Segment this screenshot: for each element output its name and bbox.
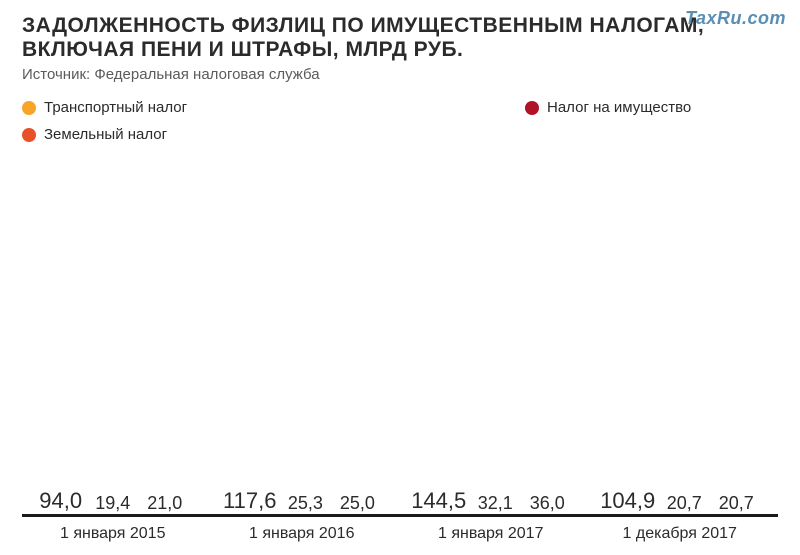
source-line: Источник: Федеральная налоговая служба (0, 64, 800, 93)
legend-swatch (22, 101, 36, 115)
bar-chart: 94,0 19,4 21,0 117,6 25,3 25,0 144,5 32,1 36,0 10… (22, 178, 778, 517)
bar-value-label: 19,4 (95, 493, 130, 514)
bar-wrap: 104,9 (600, 488, 655, 517)
legend: Транспортный налог Земельный налог Налог … (0, 93, 800, 147)
legend-label: Транспортный налог (44, 99, 187, 116)
bar-value-label: 21,0 (147, 493, 182, 514)
bar-value-label: 117,6 (223, 488, 276, 514)
bar-wrap: 94,0 (38, 488, 84, 517)
legend-col-2: Налог на имущество (525, 99, 691, 143)
bar-group: 144,532,136,0 (416, 178, 566, 517)
x-axis-label: 1 января 2017 (438, 525, 543, 543)
bar-value-label: 25,0 (340, 493, 375, 514)
legend-item: Налог на имущество (525, 99, 691, 116)
x-axis-label: 1 января 2016 (249, 525, 354, 543)
bar-value-label: 144,5 (411, 488, 466, 514)
bar-group: 117,625,325,0 (227, 178, 377, 517)
bar-wrap: 117,6 (223, 488, 276, 517)
bar-value-label: 25,3 (288, 493, 323, 514)
bar-value-label: 32,1 (478, 493, 513, 514)
legend-swatch (22, 128, 36, 142)
legend-label: Налог на имущество (547, 99, 691, 116)
x-axis-labels: 1 января 2015 1 января 2016 1 января 2017 1… (22, 525, 778, 547)
bar-wrap: 144,5 (411, 488, 466, 517)
bar-group: 104,920,720,7 (605, 178, 755, 517)
bar-value-label: 104,9 (600, 488, 655, 514)
bar-value-label: 36,0 (530, 493, 565, 514)
watermark: TaxRu.com (685, 8, 786, 29)
x-axis-baseline (22, 514, 778, 517)
legend-item: Транспортный налог (22, 99, 312, 116)
bar-value-label: 94,0 (39, 488, 82, 514)
bar-value-label: 20,7 (719, 493, 754, 514)
x-axis-label: 1 января 2015 (60, 525, 165, 543)
plot-area: 94,0 19,4 21,0 117,6 25,3 25,0 144,5 32,1 36,0 10… (22, 178, 778, 517)
bar-group: 94,0 19,4 21,0 (38, 178, 188, 517)
legend-item: Земельный налог (22, 126, 312, 143)
bar-value-label: 20,7 (667, 493, 702, 514)
page-title: ЗАДОЛЖЕННОСТЬ ФИЗЛИЦ ПО ИМУЩЕСТВЕННЫМ НА… (0, 0, 800, 64)
x-axis-label: 1 декабря 2017 (623, 525, 737, 543)
legend-label: Земельный налог (44, 126, 167, 143)
legend-col-1: Транспортный налог Земельный налог (22, 99, 312, 143)
legend-swatch (525, 101, 539, 115)
